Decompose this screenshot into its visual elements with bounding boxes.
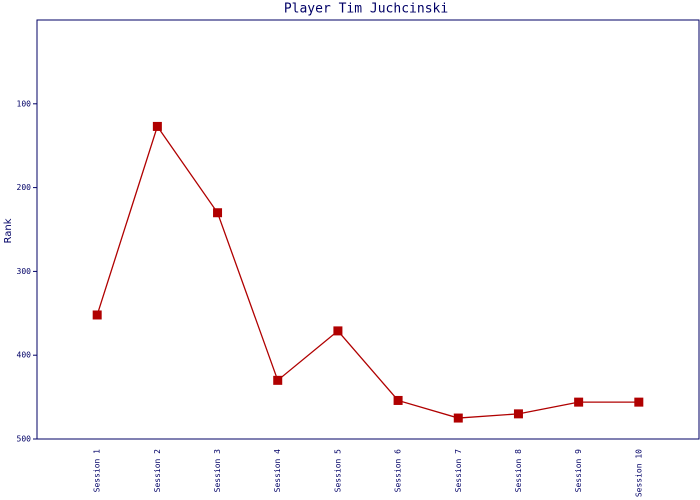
y-tick-label: 100 <box>17 99 32 108</box>
point <box>393 395 403 405</box>
point <box>92 310 102 320</box>
y-tick-label: 400 <box>17 351 32 360</box>
point <box>273 375 283 385</box>
point <box>634 397 644 407</box>
x-tick-label: Session 1 <box>93 449 102 493</box>
x-tick-label: Session 7 <box>454 449 463 493</box>
plot-frame <box>36 19 700 440</box>
x-tick-label: Session 6 <box>394 449 403 493</box>
point <box>513 409 523 419</box>
y-axis-label: Rank <box>3 218 14 243</box>
y-tick-label: 300 <box>17 267 32 276</box>
point <box>574 397 584 407</box>
point <box>333 326 343 336</box>
y-tick-label: 200 <box>17 183 32 192</box>
x-tick-label: Session 3 <box>213 449 222 493</box>
x-tick-label: Session 2 <box>153 449 162 493</box>
x-tick-label: Session 4 <box>273 449 282 493</box>
series-line <box>96 124 639 419</box>
x-tick-label: Session 8 <box>514 449 523 493</box>
x-tick-label: Session 5 <box>333 449 342 493</box>
x-tick-label: Session 10 <box>634 449 643 497</box>
point <box>152 121 162 131</box>
chart-title: Player Tim Juchcinski <box>284 2 448 17</box>
point <box>453 413 463 423</box>
x-tick-label: Session 9 <box>574 449 583 493</box>
y-tick-label: 500 <box>17 435 32 444</box>
point <box>213 208 223 218</box>
